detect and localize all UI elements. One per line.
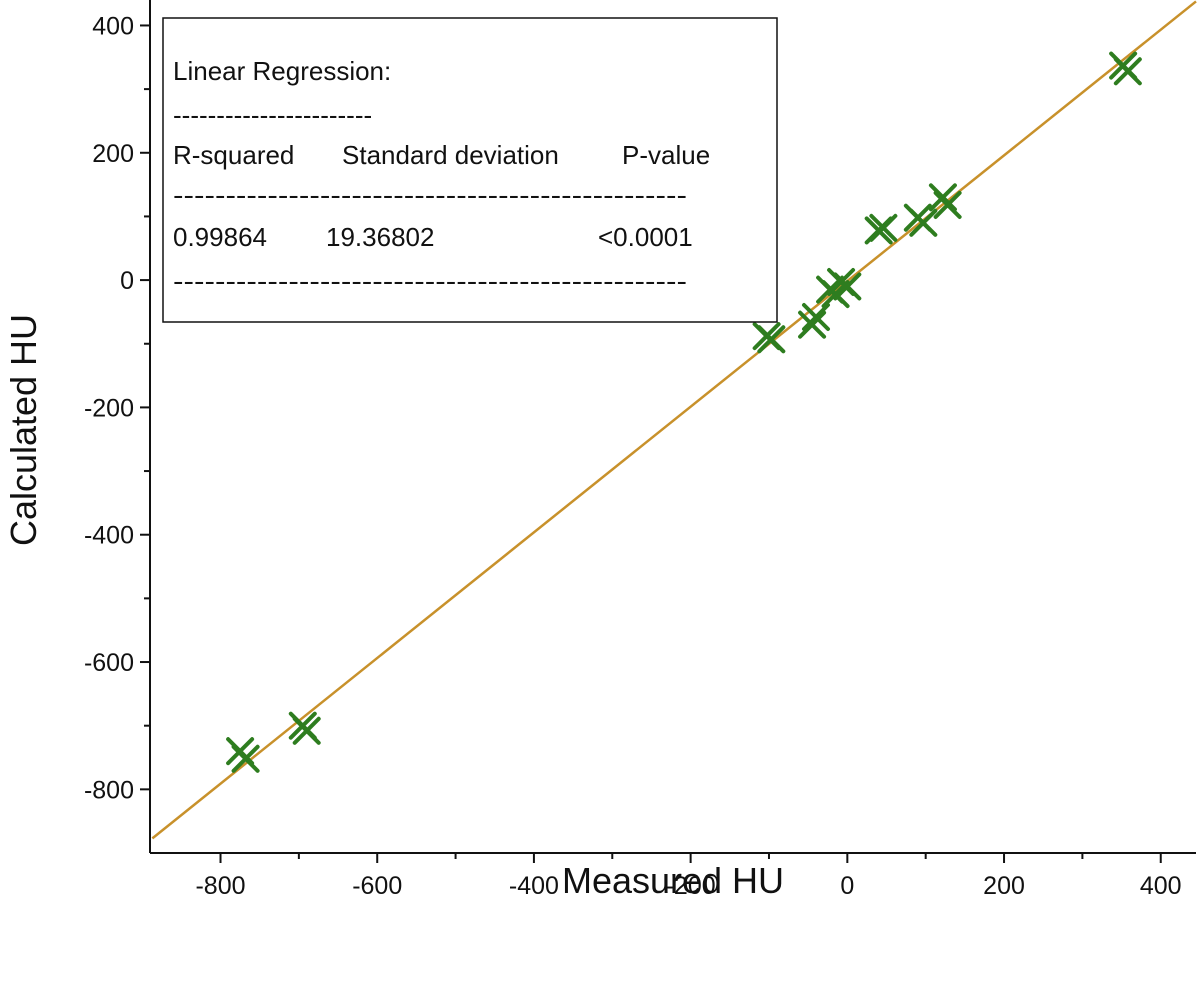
data-point xyxy=(801,303,830,332)
stats-title: Linear Regression: xyxy=(173,56,391,86)
y-tick-label: 0 xyxy=(120,267,134,295)
stats-value-p-value: <0.0001 xyxy=(598,222,693,252)
stats-rule-short: ----------------------- xyxy=(173,100,372,130)
regression-stats-box: Linear Regression: ---------------------… xyxy=(162,17,778,323)
data-point xyxy=(292,716,321,745)
y-tick-label: -400 xyxy=(84,522,134,550)
y-tick-label: 400 xyxy=(92,12,134,40)
x-tick-label: -800 xyxy=(195,872,245,900)
stats-box-border xyxy=(162,17,778,323)
stats-value-std-dev: 19.36802 xyxy=(326,222,434,252)
data-points xyxy=(226,51,1142,773)
y-tick-label: -200 xyxy=(84,394,134,422)
data-point xyxy=(1113,57,1142,86)
y-axis-ticks xyxy=(140,24,150,791)
x-tick-label: -600 xyxy=(352,872,402,900)
y-tick-label: 200 xyxy=(92,140,134,168)
x-tick-label: 400 xyxy=(1140,872,1182,900)
data-point xyxy=(928,183,957,212)
stats-rule-bottom: ----------------------------------------… xyxy=(173,266,687,296)
x-axis-title: Measured HU xyxy=(562,860,784,901)
x-tick-label: -400 xyxy=(509,872,559,900)
stats-header-p-value: P-value xyxy=(622,140,710,170)
x-tick-label: 200 xyxy=(983,872,1025,900)
stats-rule-mid: ----------------------------------------… xyxy=(173,180,687,210)
x-tick-label: -200 xyxy=(666,872,716,900)
data-point xyxy=(869,213,898,242)
data-point xyxy=(933,190,962,219)
stats-header-std-dev: Standard deviation xyxy=(342,140,559,170)
data-point xyxy=(798,310,827,339)
regression-fit-line xyxy=(151,0,1197,840)
x-tick-label: 0 xyxy=(840,872,854,900)
data-point xyxy=(909,208,938,237)
y-tick-label: -800 xyxy=(84,776,134,804)
stats-value-r-squared: 0.99864 xyxy=(173,222,267,252)
data-point xyxy=(231,744,260,773)
y-axis-title: Calculated HU xyxy=(3,314,44,546)
y-tick-label: -600 xyxy=(84,649,134,677)
data-point xyxy=(757,325,786,354)
x-axis-tick-labels: -800 -600 -400 -200 0 200 400 xyxy=(195,872,1181,900)
stats-header-r-squared: R-squared xyxy=(173,140,294,170)
y-axis-tick-labels: -800 -600 -400 -200 0 200 400 xyxy=(84,12,134,804)
data-point xyxy=(833,272,862,301)
